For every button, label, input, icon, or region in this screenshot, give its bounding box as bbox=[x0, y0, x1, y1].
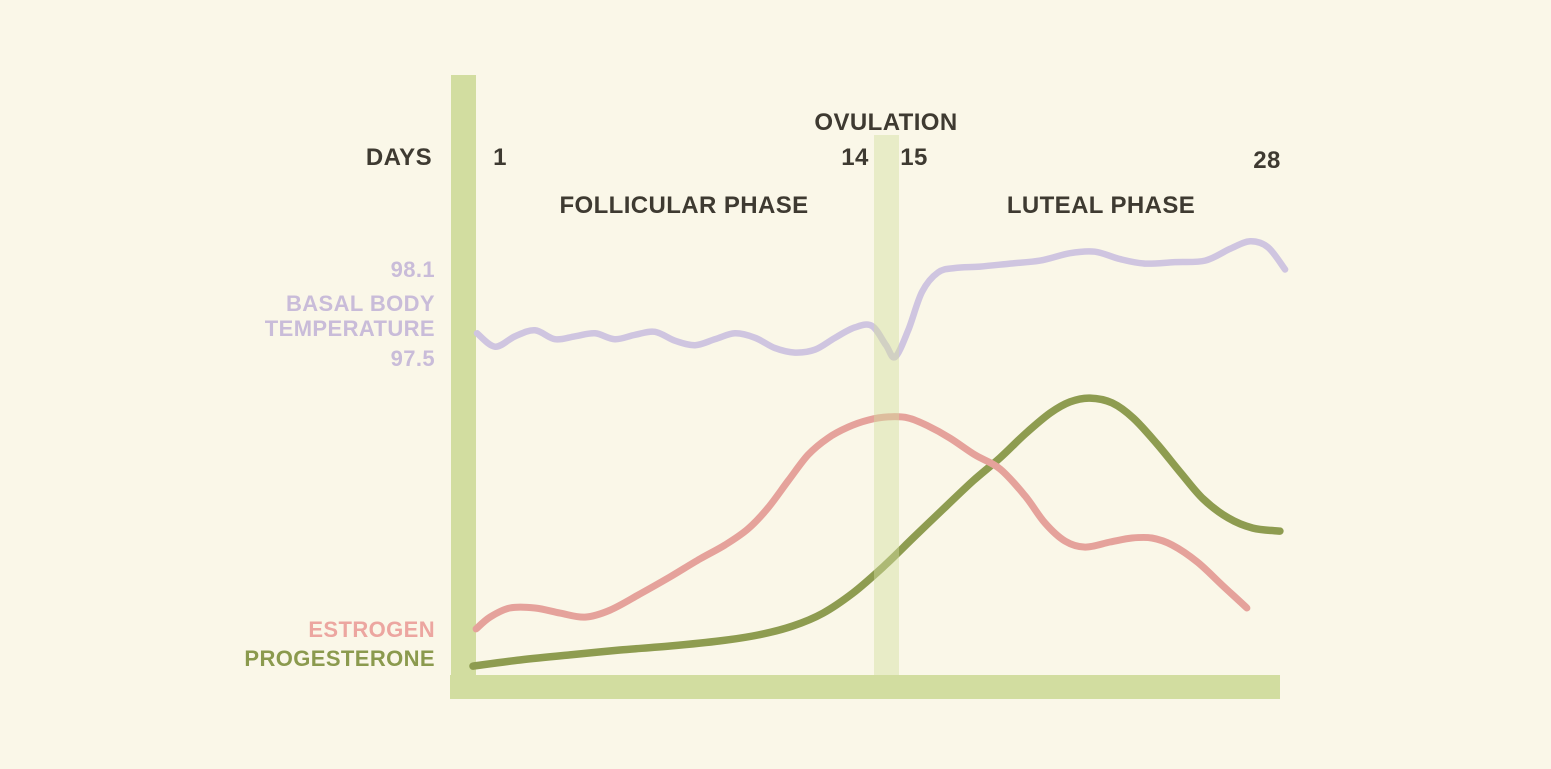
ovulation-label: OVULATION bbox=[814, 109, 958, 136]
y-axis-bar bbox=[451, 75, 476, 699]
tick-day-1: 1 bbox=[493, 144, 507, 171]
progesterone-series-label: PROGESTERONE bbox=[244, 646, 435, 671]
bbt-line bbox=[473, 238, 1289, 361]
bbt-series-label-line1: BASAL BODY bbox=[285, 291, 435, 316]
follicular-phase-label: FOLLICULAR PHASE bbox=[559, 192, 809, 219]
tick-day-28: 28 bbox=[1253, 147, 1281, 174]
estrogen-series-label: ESTROGEN bbox=[308, 617, 435, 642]
x-axis-title: DAYS bbox=[365, 144, 432, 171]
bbt-high-value: 98.1 bbox=[390, 257, 435, 282]
x-axis-bar bbox=[450, 675, 1280, 699]
estrogen-line bbox=[472, 413, 1251, 633]
progesterone-line bbox=[469, 394, 1284, 670]
ovulation-band bbox=[874, 135, 899, 675]
tick-day-15: 15 bbox=[900, 144, 928, 171]
tick-day-14: 14 bbox=[841, 144, 869, 171]
luteal-phase-label: LUTEAL PHASE bbox=[1006, 192, 1196, 219]
bbt-series-label-line2: TEMPERATURE bbox=[264, 316, 435, 341]
bbt-low-value: 97.5 bbox=[390, 346, 435, 371]
